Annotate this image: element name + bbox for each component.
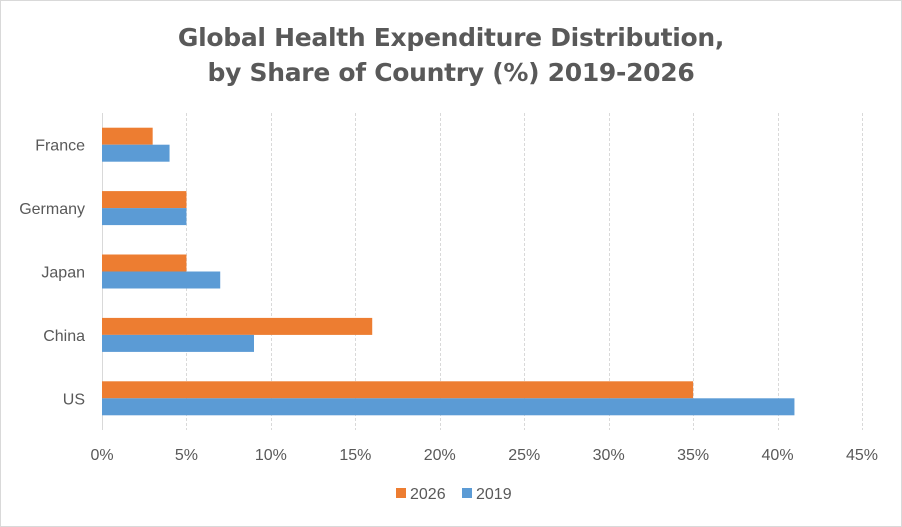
x-tick-label: 15% <box>339 447 371 464</box>
category-label: China <box>43 328 85 345</box>
legend-swatch-2026 <box>396 488 406 498</box>
bar-china-2026 <box>102 317 373 335</box>
x-tick-label: 45% <box>846 447 878 464</box>
gridlines <box>102 113 863 430</box>
bar-japan-2019 <box>102 271 221 289</box>
legend: 2026 2019 <box>396 486 512 503</box>
bar-china-2019 <box>102 334 254 352</box>
category-label: France <box>35 138 85 155</box>
bar-france-2026 <box>102 127 153 145</box>
bar-france-2019 <box>102 144 170 162</box>
bar-germany-2019 <box>102 208 187 226</box>
x-tick-label: 5% <box>175 447 198 464</box>
x-tick-label: 35% <box>677 447 709 464</box>
x-tick-label: 30% <box>593 447 625 464</box>
legend-swatch-2019 <box>462 488 472 498</box>
x-tick-label: 20% <box>424 447 456 464</box>
x-tick-label: 10% <box>255 447 287 464</box>
chart-title-line-2: by Share of Country (%) 2019-2026 <box>207 58 695 87</box>
bar-us-2026 <box>102 381 694 399</box>
y-axis-category-labels: France Germany Japan China US <box>19 138 85 409</box>
category-label: US <box>63 391 85 408</box>
x-tick-label: 25% <box>508 447 540 464</box>
chart-title: Global Health Expenditure Distribution, … <box>0 20 902 90</box>
x-axis-tick-labels: 0% 5% 10% 15% 20% 25% 30% 35% 40% 45% <box>90 447 878 464</box>
bars <box>102 127 795 416</box>
legend-label-2019: 2019 <box>476 486 512 503</box>
bar-japan-2026 <box>102 254 187 272</box>
category-label: Germany <box>19 201 85 218</box>
chart-title-line-1: Global Health Expenditure Distribution, <box>177 23 725 52</box>
x-tick-label: 0% <box>90 447 113 464</box>
bar-us-2019 <box>102 398 795 416</box>
x-tick-label: 40% <box>762 447 794 464</box>
bar-germany-2026 <box>102 191 187 209</box>
legend-label-2026: 2026 <box>410 486 446 503</box>
category-label: Japan <box>41 265 85 282</box>
